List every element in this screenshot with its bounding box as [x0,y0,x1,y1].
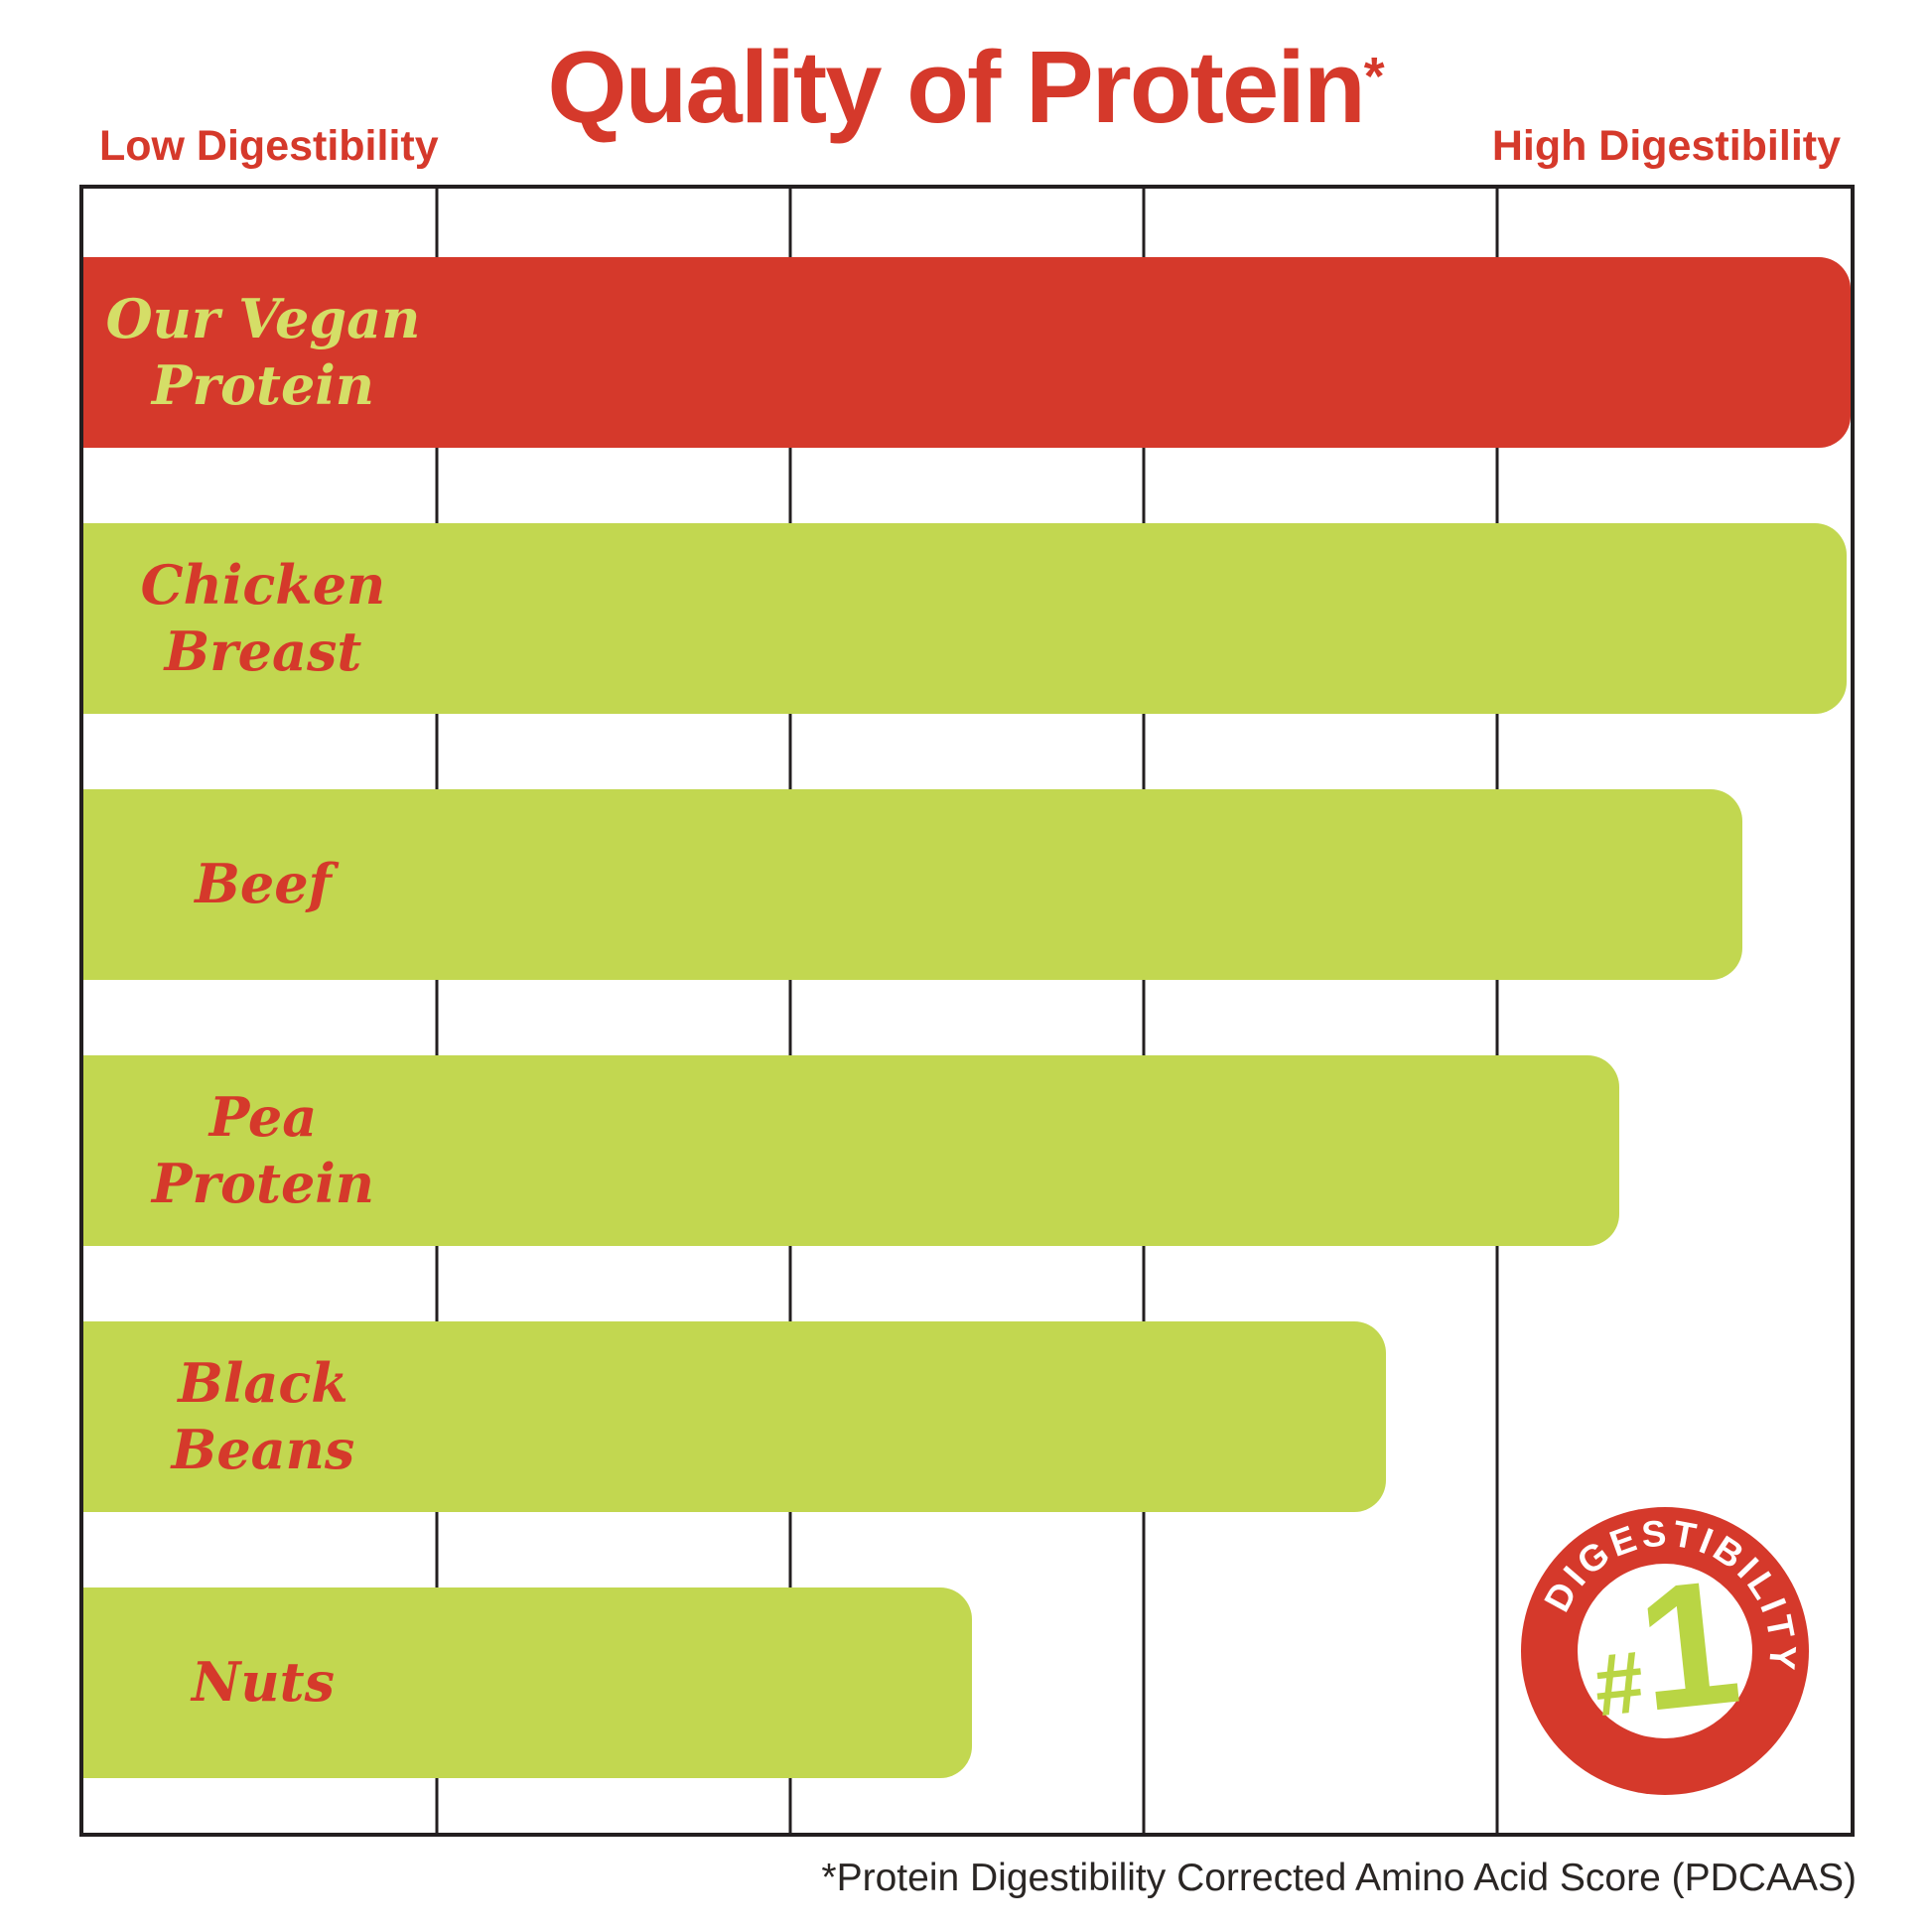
bar-chicken-breast: Chicken Breast [83,523,1848,714]
bar-label: Nuts [83,1649,443,1717]
page-title-text: Quality of Protein [547,30,1365,144]
bar-our-vegan-protein: Our Vegan Protein [83,257,1851,448]
bar-label-line: Beef [195,852,332,916]
gridline [1142,189,1146,1833]
seal-rank-number: #1 [1582,1542,1748,1753]
bar-black-beans: Black Beans [83,1321,1386,1512]
bar-label: Pea Protein [83,1084,443,1218]
number-one-pdcaas-seal-icon: DIGESTIBILITY PDCAAS SCORE #1 [1506,1492,1824,1810]
bar-label-line: Nuts [192,1650,335,1715]
bar-label-line: Black [178,1350,348,1415]
gridline [435,189,439,1833]
axis-label-low: Low Digestibility [99,122,439,170]
pdcaas-footnote: *Protein Digestibility Corrected Amino A… [821,1857,1857,1899]
digestibility-chart: Our Vegan Protein Chicken Breast Beef Pe… [79,185,1855,1837]
gridline [788,189,792,1833]
bar-label-line: Beans [171,1418,355,1481]
page-title: Quality of Protein* [0,36,1932,138]
bar-label-line: Our Vegan [105,286,421,350]
bar-label: Beef [83,851,443,918]
bar-label: Our Vegan Protein [83,286,443,420]
bar-label-line: Protein [151,1152,375,1215]
bar-beef: Beef [83,789,1743,980]
bar-label-line: Protein [151,353,375,417]
gridline [1495,189,1499,1833]
bar-label-line: Chicken [140,552,386,617]
axis-label-high: High Digestibility [1491,122,1841,170]
bar-label-line: Pea [208,1084,318,1149]
bar-pea-protein: Pea Protein [83,1055,1619,1246]
title-asterisk: * [1363,48,1385,106]
bar-label: Chicken Breast [83,552,443,686]
bar-nuts: Nuts [83,1587,973,1778]
bar-label-line: Breast [164,620,362,683]
seal-inner-disc [1578,1564,1752,1738]
bar-label: Black Beans [83,1350,443,1484]
